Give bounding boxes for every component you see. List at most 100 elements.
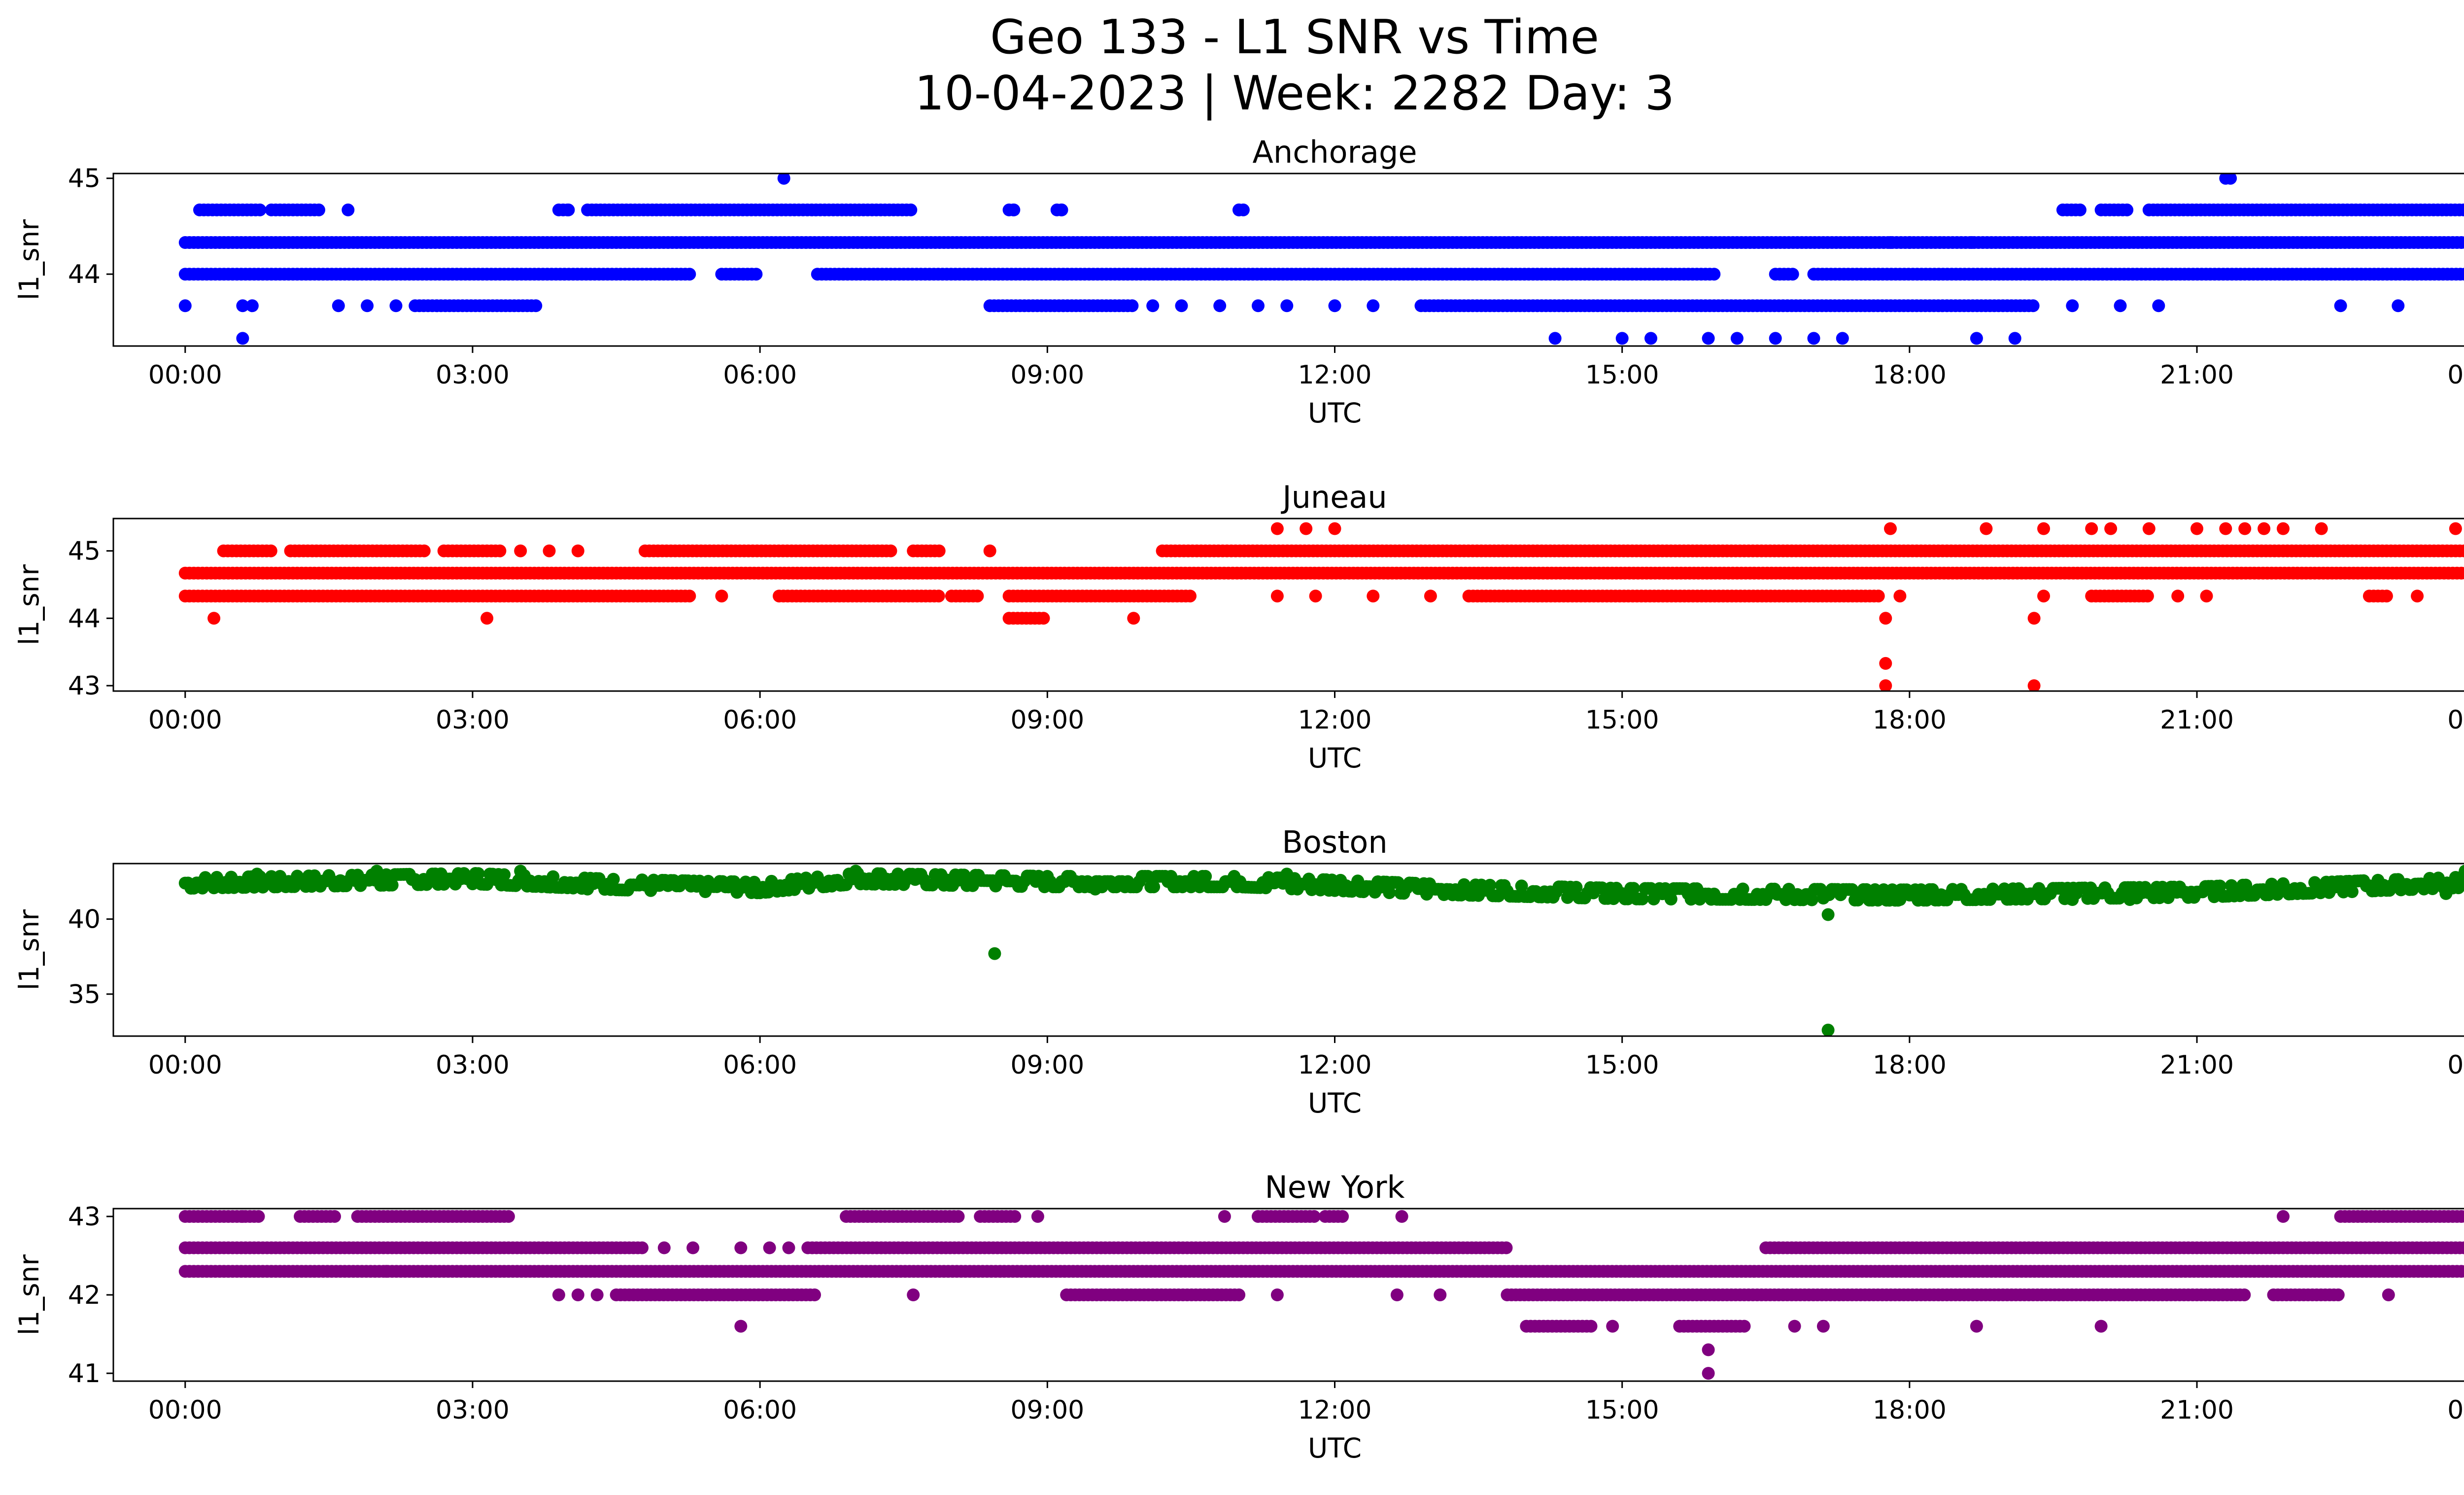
data-point <box>385 878 399 892</box>
data-point <box>2449 522 2462 535</box>
data-point <box>1270 522 1284 535</box>
data-point <box>1300 522 1313 535</box>
data-point <box>2027 679 2041 691</box>
data-point <box>636 1241 649 1254</box>
data-point <box>2066 893 2079 906</box>
data-point <box>2219 522 2232 535</box>
data-point <box>1280 868 1294 881</box>
data-point <box>1367 299 1380 313</box>
y-axis-label: l1_snr <box>13 909 45 990</box>
data-point <box>389 299 403 313</box>
data-point <box>2459 865 2464 877</box>
data-point <box>1008 1210 1022 1223</box>
data-point <box>2463 270 2464 278</box>
data-point <box>1769 332 1782 345</box>
data-point <box>1893 590 1907 603</box>
data-point <box>227 879 240 893</box>
data-point <box>2141 590 2154 603</box>
data-point <box>1199 869 1212 883</box>
data-point <box>2458 268 2464 281</box>
data-point <box>2121 203 2134 216</box>
subplot-title: Boston <box>1282 824 1387 860</box>
data-point <box>264 544 277 557</box>
x-tick-label: 15:00 <box>1585 1050 1659 1080</box>
x-tick-label: 12:00 <box>1298 360 1372 390</box>
data-point <box>1836 332 1849 345</box>
data-point <box>777 174 790 185</box>
subplot-title: Juneau <box>1280 479 1387 515</box>
data-point <box>683 590 696 603</box>
data-point <box>1821 908 1835 921</box>
data-point <box>543 544 556 557</box>
data-point <box>1146 299 1160 313</box>
data-point <box>1821 1023 1835 1036</box>
data-point <box>1879 612 1892 625</box>
data-point <box>1570 881 1583 894</box>
data-point <box>571 544 584 557</box>
data-point <box>1965 236 1979 249</box>
data-point <box>1615 332 1629 345</box>
data-point <box>2239 878 2253 892</box>
x-tick-label: 21:00 <box>2160 705 2234 735</box>
data-point <box>493 544 507 557</box>
data-point <box>480 612 494 625</box>
x-tick-label: 12:00 <box>1298 705 1372 735</box>
data-point <box>2238 522 2252 535</box>
data-point <box>1879 679 1892 691</box>
data-point <box>1980 522 1993 535</box>
data-point <box>332 299 345 313</box>
data-point <box>932 544 946 557</box>
data-point <box>2037 522 2050 535</box>
data-point <box>2411 590 2424 603</box>
data-point <box>750 268 763 281</box>
data-point <box>849 865 862 878</box>
data-point <box>2027 612 2041 625</box>
y-tick-label: 43 <box>68 671 101 701</box>
data-point <box>1307 1210 1321 1223</box>
data-point <box>236 332 249 345</box>
y-tick-label: 35 <box>68 980 101 1009</box>
data-point <box>1903 236 1916 249</box>
data-point <box>252 1210 265 1223</box>
data-point <box>2458 1241 2464 1254</box>
data-point <box>1884 236 1897 249</box>
data-points <box>178 174 2464 345</box>
data-point <box>1232 203 1246 216</box>
data-point <box>2315 882 2328 896</box>
data-point <box>2114 299 2127 313</box>
data-point <box>2213 879 2226 893</box>
x-tick-label: 15:00 <box>1585 360 1659 390</box>
subplot-title: Anchorage <box>1252 134 1417 170</box>
data-point <box>178 299 192 313</box>
data-point <box>1807 332 1820 345</box>
data-point <box>983 544 996 557</box>
data-point <box>2345 885 2359 898</box>
data-point <box>2073 203 2087 216</box>
x-tick-label: 15:00 <box>1585 705 1659 735</box>
y-tick-label: 44 <box>68 604 101 633</box>
data-point <box>1328 299 1341 313</box>
data-point <box>361 299 374 313</box>
data-point <box>236 299 249 313</box>
data-point <box>2008 332 2021 345</box>
data-point <box>529 299 543 313</box>
data-point <box>245 299 259 313</box>
y-axis-label: l1_snr <box>13 564 45 645</box>
data-point <box>607 872 620 886</box>
data-point <box>1636 892 1649 905</box>
data-point <box>250 868 264 881</box>
data-point <box>932 590 945 603</box>
data-point <box>370 865 383 878</box>
data-point <box>1147 880 1161 894</box>
data-point <box>2123 893 2136 906</box>
data-point <box>2190 522 2203 535</box>
x-axis-label: UTC <box>1308 1087 1362 1119</box>
data-point <box>514 865 527 878</box>
x-tick-label: 00:00 <box>2447 705 2464 735</box>
data-point <box>1328 522 1341 535</box>
